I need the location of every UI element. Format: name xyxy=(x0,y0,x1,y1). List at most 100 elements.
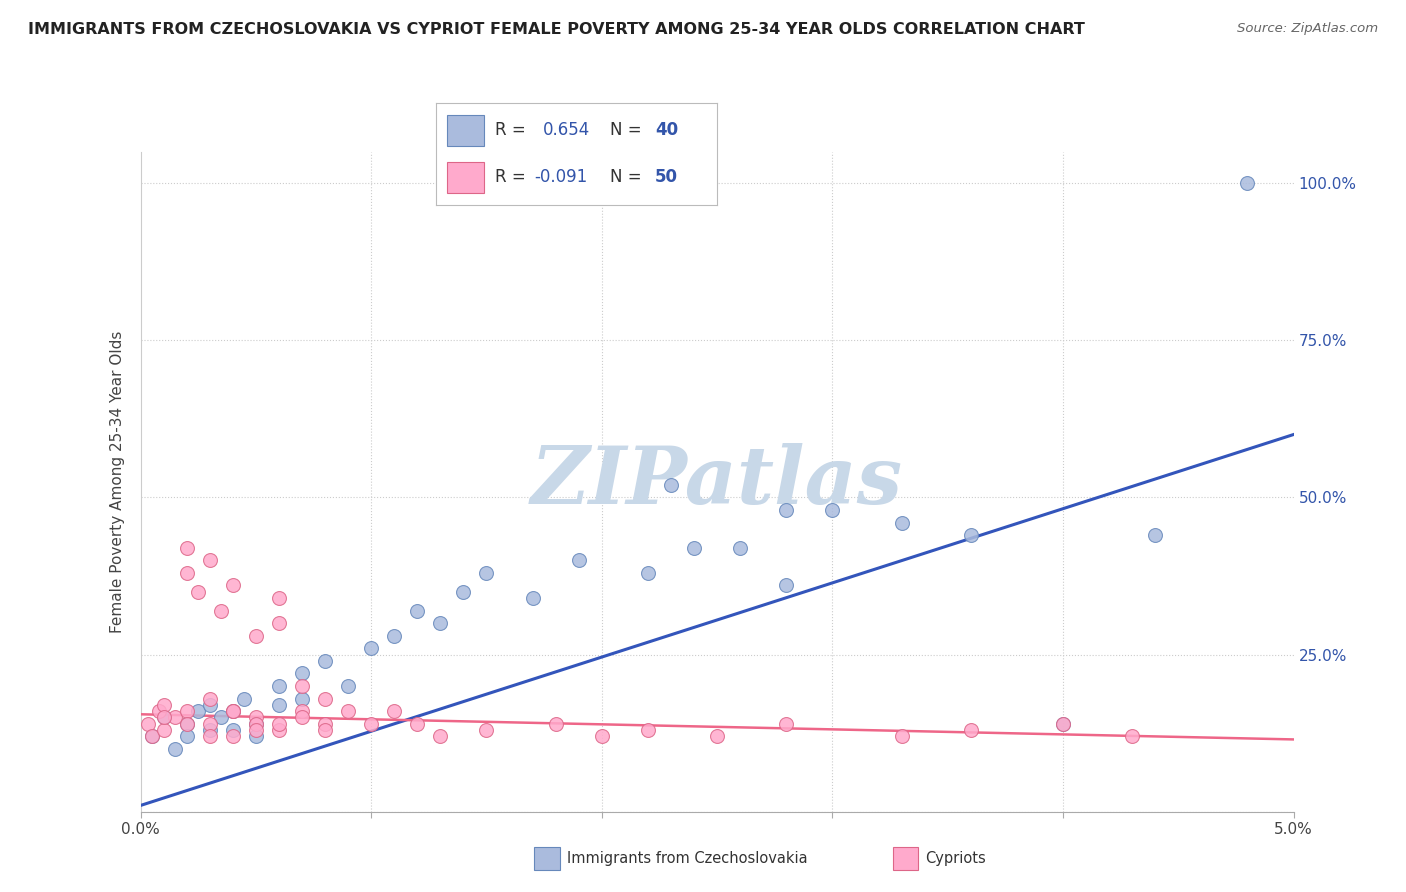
Point xyxy=(475,723,498,737)
Text: N =: N = xyxy=(610,169,641,186)
Point xyxy=(406,716,429,731)
Point xyxy=(1052,716,1074,731)
Point xyxy=(198,698,221,712)
Point xyxy=(198,553,221,567)
Point xyxy=(659,478,682,492)
Text: Cypriots: Cypriots xyxy=(925,851,986,866)
Point xyxy=(821,503,844,517)
Point xyxy=(245,723,267,737)
Point xyxy=(706,729,728,743)
Point xyxy=(165,710,187,724)
Point xyxy=(637,566,659,580)
Point xyxy=(267,723,290,737)
Point xyxy=(453,584,475,599)
Point xyxy=(222,704,245,718)
Point xyxy=(209,710,232,724)
Point xyxy=(141,729,163,743)
Point xyxy=(233,691,256,706)
Point xyxy=(291,691,314,706)
Point xyxy=(165,742,187,756)
Point xyxy=(314,716,336,731)
Point xyxy=(1144,528,1167,542)
Point xyxy=(314,654,336,668)
Point xyxy=(222,578,245,592)
Text: Immigrants from Czechoslovakia: Immigrants from Czechoslovakia xyxy=(567,851,807,866)
Point xyxy=(337,704,360,718)
Point xyxy=(522,591,544,605)
Point xyxy=(267,698,290,712)
Text: Source: ZipAtlas.com: Source: ZipAtlas.com xyxy=(1237,22,1378,36)
Point xyxy=(245,716,267,731)
Point xyxy=(1052,716,1074,731)
Point xyxy=(176,729,198,743)
Point xyxy=(429,616,451,631)
Point xyxy=(314,691,336,706)
Point xyxy=(222,704,245,718)
Point xyxy=(291,679,314,693)
Point xyxy=(959,528,981,542)
Point xyxy=(728,541,751,555)
Point xyxy=(1121,729,1143,743)
Point xyxy=(382,704,405,718)
Point xyxy=(267,716,290,731)
Point xyxy=(544,716,567,731)
Text: 40: 40 xyxy=(655,121,678,139)
Point xyxy=(890,516,912,530)
Point xyxy=(198,723,221,737)
Text: N =: N = xyxy=(610,121,641,139)
Point xyxy=(291,666,314,681)
FancyBboxPatch shape xyxy=(447,115,484,145)
Point xyxy=(337,679,360,693)
Point xyxy=(360,641,382,656)
Point xyxy=(152,698,174,712)
Point xyxy=(775,578,797,592)
Point xyxy=(141,729,163,743)
Text: R =: R = xyxy=(495,169,526,186)
Point xyxy=(176,716,198,731)
Point xyxy=(176,704,198,718)
Point xyxy=(637,723,659,737)
Point xyxy=(406,603,429,617)
Point xyxy=(222,723,245,737)
Point xyxy=(382,629,405,643)
Point xyxy=(568,553,591,567)
Point xyxy=(890,729,912,743)
Point xyxy=(683,541,706,555)
Point xyxy=(245,716,267,731)
Y-axis label: Female Poverty Among 25-34 Year Olds: Female Poverty Among 25-34 Year Olds xyxy=(110,331,125,632)
Point xyxy=(291,710,314,724)
Text: -0.091: -0.091 xyxy=(534,169,588,186)
FancyBboxPatch shape xyxy=(447,162,484,193)
Point xyxy=(222,704,245,718)
Point xyxy=(148,704,170,718)
Point xyxy=(209,603,232,617)
Point xyxy=(187,704,209,718)
Point xyxy=(152,710,174,724)
Point xyxy=(291,704,314,718)
Point xyxy=(267,591,290,605)
Point xyxy=(187,584,209,599)
Point xyxy=(360,716,382,731)
Text: ZIPatlas: ZIPatlas xyxy=(531,443,903,520)
Point xyxy=(429,729,451,743)
Point xyxy=(775,716,797,731)
Point xyxy=(245,629,267,643)
Point xyxy=(176,566,198,580)
Point xyxy=(475,566,498,580)
Point xyxy=(245,729,267,743)
Point xyxy=(245,710,267,724)
Point xyxy=(198,691,221,706)
Text: 50: 50 xyxy=(655,169,678,186)
Point xyxy=(591,729,613,743)
Text: R =: R = xyxy=(495,121,526,139)
Point xyxy=(152,710,174,724)
Point xyxy=(314,723,336,737)
Point xyxy=(267,679,290,693)
Point xyxy=(176,716,198,731)
Point xyxy=(959,723,981,737)
Text: IMMIGRANTS FROM CZECHOSLOVAKIA VS CYPRIOT FEMALE POVERTY AMONG 25-34 YEAR OLDS C: IMMIGRANTS FROM CZECHOSLOVAKIA VS CYPRIO… xyxy=(28,22,1085,37)
Point xyxy=(267,616,290,631)
Point xyxy=(775,503,797,517)
Point xyxy=(136,716,159,731)
Point xyxy=(1236,176,1258,190)
